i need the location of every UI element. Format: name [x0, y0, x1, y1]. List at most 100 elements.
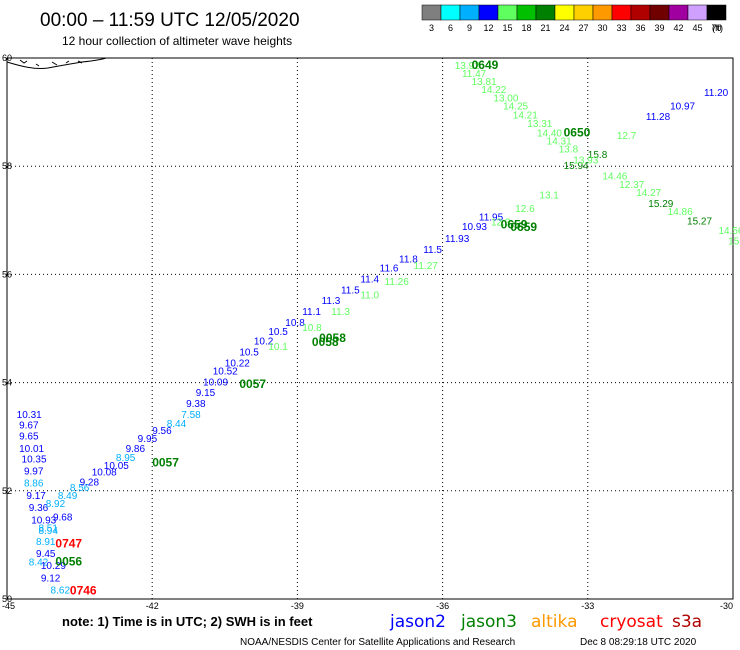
satellite-legend: jason2 jason3 altika cryosat s3a: [389, 612, 702, 632]
wave-height-label: 14.40: [537, 128, 562, 139]
colorbar-label: 36: [635, 23, 645, 33]
wave-height-label: 11.47: [462, 69, 487, 80]
wave-height-label: 12.37: [619, 180, 644, 191]
wave-height-label: 13.93: [573, 155, 598, 166]
legend-s3a: s3a: [672, 612, 702, 632]
wave-height-label: 11.95: [479, 212, 504, 223]
chart-subtitle: 12 hour collection of altimeter wave hei…: [62, 34, 292, 48]
wave-height-label: 9.28: [80, 477, 100, 488]
y-tick-label: 54: [2, 378, 12, 388]
wave-height-label: 9.15: [196, 388, 216, 399]
chart-title: 00:00 – 11:59 UTC 12/05/2020: [40, 10, 300, 31]
colorbar-label: 18: [521, 23, 531, 33]
wave-height-label: 9.86: [126, 444, 146, 455]
wave-height-label: 13.00: [493, 93, 518, 104]
wave-height-label: 13.1: [539, 191, 559, 202]
colorbar-label: 24: [559, 23, 569, 33]
pass-time-label: 0659: [510, 220, 537, 234]
colorbar-swatch: [440, 4, 461, 21]
wave-height-label: 11.93: [445, 234, 470, 245]
wave-height-label: 9.36: [29, 503, 49, 514]
colorbar-swatch: [497, 4, 518, 21]
colorbar-swatch: [459, 4, 480, 21]
wave-height-label: 11.28: [646, 112, 671, 123]
wave-height-label: 9.65: [19, 431, 39, 442]
wave-height-label: 10.09: [203, 377, 228, 388]
wave-height-label: 13.8: [559, 145, 579, 156]
colorbar-swatch: [706, 4, 727, 21]
wave-height-label: 10.08: [92, 468, 117, 479]
wave-height-label: 10.22: [225, 358, 250, 369]
pass-time-label: 0056: [55, 554, 82, 568]
wave-height-label: 14.86: [668, 207, 693, 218]
colorbar-label: 9: [467, 23, 472, 33]
wave-height-label: 10.2: [254, 337, 274, 348]
wave-height-label: 7.58: [181, 410, 201, 421]
wave-height-label: 8.49: [58, 491, 78, 502]
colorbar-label: 45: [692, 23, 702, 33]
wave-height-label: 10.05: [104, 461, 129, 472]
colorbar-label: 70: [711, 23, 721, 33]
legend-jason2: jason2: [389, 612, 446, 632]
wave-height-label: 15.8: [588, 150, 608, 161]
wave-height-label: 9.12: [41, 574, 61, 585]
wave-height-label: 11.3: [331, 307, 350, 318]
wave-height-label: 8.94: [38, 526, 58, 537]
x-tick-label: -45: [2, 601, 15, 611]
wave-height-label: 14.25: [503, 101, 528, 112]
wave-height-label: 11.26: [385, 277, 410, 288]
colorbar-label: 27: [578, 23, 588, 33]
colorbar-swatch: [554, 4, 575, 21]
colorbar-label: 30: [597, 23, 607, 33]
wave-height-label: 11.20: [704, 88, 729, 99]
colorbar-unit: (ft): [712, 23, 723, 33]
wave-height-label: 8.91: [36, 537, 56, 548]
wave-height-label: 10.1: [268, 342, 288, 353]
colorbar-label: 42: [673, 23, 683, 33]
wave-height-label: 11.3: [322, 296, 341, 307]
wave-height-label: 11.27: [414, 261, 439, 272]
wave-height-label: 12.7: [617, 131, 637, 142]
wave-height-label: 9.38: [186, 399, 206, 410]
pass-time-label: 0746: [70, 584, 97, 598]
wave-height-label: 12.3: [491, 218, 511, 229]
colorbar-label: 3: [429, 23, 434, 33]
wave-height-label: 15.27: [687, 217, 712, 228]
colorbar-label: 6: [448, 23, 453, 33]
wave-height-label: 9.17: [26, 491, 46, 502]
wave-height-label: 10.93: [31, 515, 56, 526]
y-tick-label: 52: [2, 486, 12, 496]
colorbar-swatch: [592, 4, 613, 21]
colorbar-swatch: [649, 4, 670, 21]
wave-height-label: 15.29: [648, 199, 673, 210]
colorbar-swatch: [516, 4, 537, 21]
colorbar-label: 33: [616, 23, 626, 33]
wave-height-label: 10.29: [41, 561, 66, 572]
pass-time-label: 0058: [319, 331, 346, 345]
pass-time-label: 0659: [501, 217, 528, 231]
wave-height-label: 10.01: [19, 444, 44, 455]
wave-height-label: 15: [728, 237, 740, 248]
wave-height-label: 8.86: [24, 478, 44, 489]
wave-height-label: 8.44: [167, 419, 187, 430]
colorbar-swatch: [535, 4, 556, 21]
footer-note: note: 1) Time is in UTC; 2) SWH is in fe…: [62, 614, 313, 629]
wave-height-label: 14.46: [602, 172, 627, 183]
pass-time-label: 0057: [239, 377, 266, 391]
colorbar-swatch: [611, 4, 632, 21]
wave-height-label: 11.6: [380, 264, 399, 275]
wave-height-label: 13.31: [527, 119, 552, 130]
wave-height-label: 14.56: [718, 226, 740, 237]
colorbar-swatch: [687, 4, 708, 21]
pass-time-label: 0747: [55, 537, 82, 551]
wave-height-label: 9.97: [24, 467, 44, 478]
plot-area: [6, 57, 734, 600]
wave-height-label: 10.5: [239, 348, 259, 359]
wave-height-label: 9.45: [36, 549, 56, 560]
y-tick-label: 56: [2, 269, 12, 279]
x-tick-label: -39: [291, 601, 304, 611]
wave-height-label: 11.5: [423, 245, 442, 256]
wave-height-label: 8.51: [38, 523, 58, 534]
